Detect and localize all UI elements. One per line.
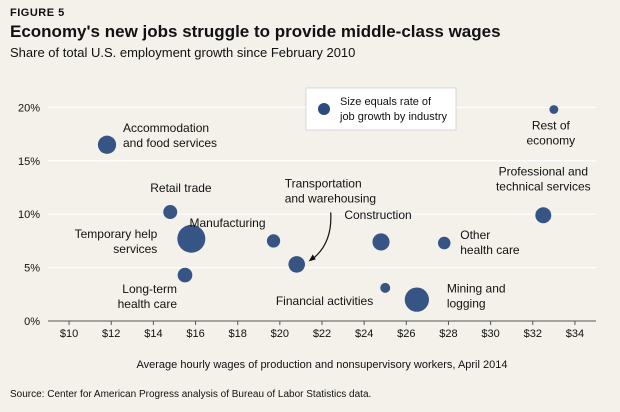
- chart-title: Economy's new jobs struggle to provide m…: [10, 22, 501, 41]
- y-tick-label: 10%: [18, 209, 40, 221]
- bubble-mining-and-logging: [404, 287, 429, 312]
- x-tick-label: $16: [186, 328, 204, 340]
- x-tick-label: $12: [102, 328, 120, 340]
- legend-box: [305, 87, 457, 131]
- label-temporary-help-services: services: [113, 242, 157, 256]
- bubble-other-health-care: [437, 236, 451, 250]
- x-tick-label: $14: [144, 328, 162, 340]
- label-other-health-care: health care: [460, 243, 520, 257]
- pointer-arrow: [310, 212, 332, 261]
- x-tick-label: $28: [439, 328, 457, 340]
- y-tick-label: 5%: [24, 263, 40, 275]
- x-tick-label: $20: [271, 328, 289, 340]
- bubble-professional-and-technical-services: [535, 207, 552, 224]
- label-retail-trade: Retail trade: [150, 181, 212, 195]
- bubble-financial-activities: [380, 282, 391, 293]
- bubble-long-term-health-care: [177, 267, 193, 283]
- y-tick-label: 20%: [18, 102, 40, 114]
- label-mining-and-logging: logging: [447, 297, 486, 311]
- bubble-temporary-help-services: [177, 224, 206, 253]
- label-temporary-help-services: Temporary help: [75, 227, 158, 241]
- bubble-manufacturing: [266, 234, 281, 248]
- bubble-retail-trade: [163, 205, 178, 220]
- x-tick-label: $34: [566, 328, 584, 340]
- bubble-rest-of-economy: [549, 105, 559, 114]
- label-manufacturing: Manufacturing: [189, 216, 265, 230]
- source-note: Source: Center for American Progress ana…: [10, 389, 372, 400]
- label-long-term-health-care: Long-term: [122, 282, 177, 296]
- legend-text: Size equals rate of: [340, 96, 432, 108]
- label-long-term-health-care: health care: [118, 297, 178, 311]
- label-professional-and-technical-services: technical services: [496, 179, 591, 193]
- label-financial-activities: Financial activities: [276, 294, 373, 308]
- x-tick-label: $32: [524, 328, 542, 340]
- label-construction: Construction: [344, 208, 411, 222]
- legend-text: job growth by industry: [339, 111, 447, 123]
- chart-subtitle: Share of total U.S. employment growth si…: [10, 45, 356, 60]
- x-tick-label: $30: [481, 328, 499, 340]
- label-transportation-and-warehousing: Transportation: [285, 176, 362, 190]
- bubble-accommodation-and-food-services: [97, 135, 117, 154]
- label-rest-of-economy: Rest of: [532, 119, 571, 133]
- y-tick-label: 0%: [24, 316, 40, 328]
- label-accommodation-and-food-services: and food services: [123, 136, 217, 150]
- pointer-arrow-head: [308, 254, 316, 262]
- label-other-health-care: Other: [460, 228, 490, 242]
- y-tick-label: 15%: [18, 156, 40, 168]
- label-rest-of-economy: economy: [526, 134, 575, 148]
- x-tick-label: $26: [397, 328, 415, 340]
- label-accommodation-and-food-services: Accommodation: [123, 121, 209, 135]
- label-professional-and-technical-services: Professional and: [499, 164, 588, 178]
- legend-bubble: [318, 103, 330, 115]
- x-tick-label: $18: [229, 328, 247, 340]
- bubble-transportation-and-warehousing: [288, 256, 305, 273]
- x-tick-label: $24: [355, 328, 373, 340]
- x-tick-label: $10: [60, 328, 78, 340]
- x-tick-label: $22: [313, 328, 331, 340]
- bubble-construction: [372, 233, 390, 251]
- label-mining-and-logging: Mining and: [447, 282, 506, 296]
- x-axis-label: Average hourly wages of production and n…: [137, 359, 508, 371]
- figure-label: FIGURE 5: [10, 7, 65, 19]
- label-transportation-and-warehousing: and warehousing: [285, 191, 376, 205]
